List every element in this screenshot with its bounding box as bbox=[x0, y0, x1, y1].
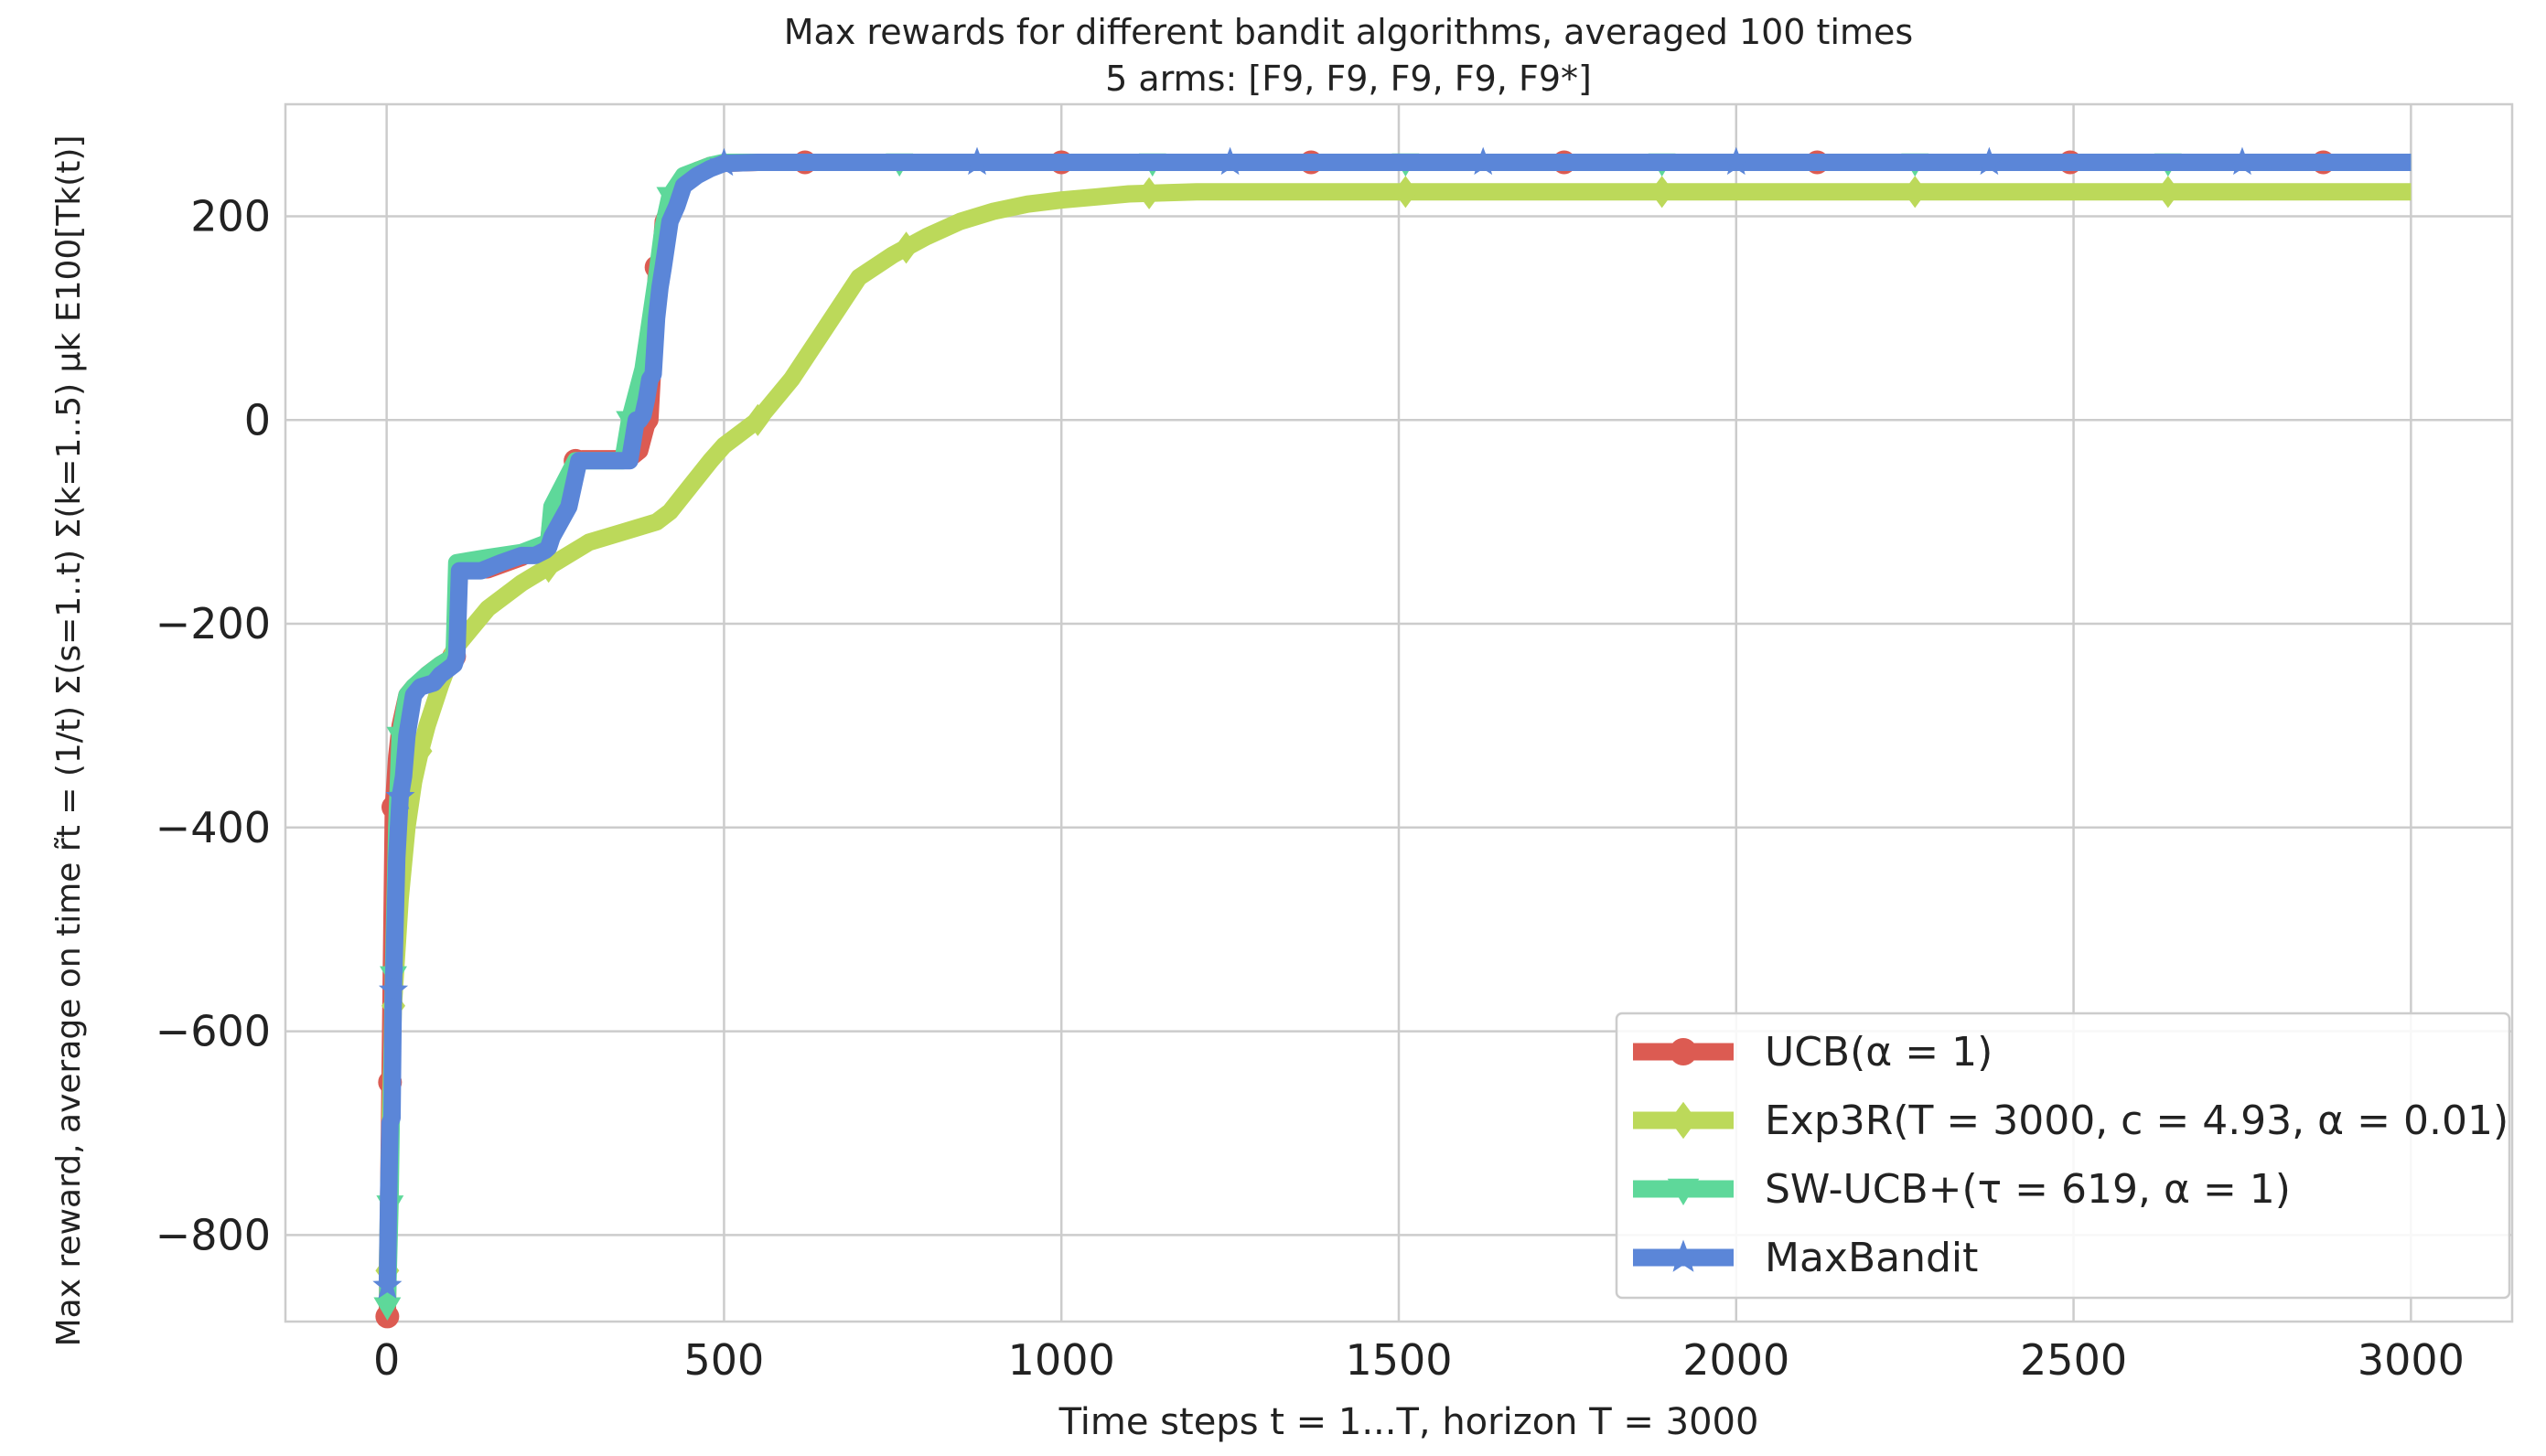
y-tick-label: −600 bbox=[156, 1007, 271, 1056]
legend-label: SW-UCB+(τ = 619, α = 1) bbox=[1765, 1166, 2291, 1213]
x-tick-label: 0 bbox=[373, 1335, 400, 1385]
series-marker bbox=[1137, 177, 1162, 209]
series-marker bbox=[1468, 146, 1499, 176]
legend-label: UCB(α = 1) bbox=[1765, 1029, 1993, 1076]
x-tick-label: 1500 bbox=[1345, 1335, 1452, 1385]
legend-item: UCB(α = 1) bbox=[1633, 1029, 1993, 1076]
series-marker bbox=[1974, 146, 2004, 176]
x-axis-label: Time steps t = 1...T, horizon T = 3000 bbox=[1058, 1401, 1759, 1443]
series-marker bbox=[378, 975, 409, 1003]
series-marker bbox=[1649, 176, 1674, 209]
series-marker bbox=[894, 231, 918, 264]
x-tick-label: 2500 bbox=[2020, 1335, 2127, 1385]
series-marker bbox=[385, 781, 415, 810]
legend-box bbox=[1615, 1012, 2511, 1300]
legend: UCB(α = 1) Exp3R(T = 3000, c = 4.93, α = … bbox=[1615, 1012, 2511, 1300]
series-marker bbox=[1721, 146, 1751, 176]
x-tick-label: 2000 bbox=[1682, 1335, 1789, 1385]
legend-swatch-marker bbox=[1666, 1239, 1701, 1272]
series-marker bbox=[1215, 146, 1245, 176]
y-tick-label: −400 bbox=[156, 803, 271, 852]
series-marker bbox=[961, 146, 993, 176]
legend-swatch-marker bbox=[1670, 1101, 1697, 1140]
legend-label: MaxBandit bbox=[1765, 1235, 1978, 1281]
y-axis-label: Max reward, average on time r̃t = (1/t) … bbox=[50, 135, 88, 1347]
series-marker bbox=[709, 147, 739, 177]
series-marker bbox=[2227, 146, 2258, 176]
x-tick-label: 1000 bbox=[1008, 1335, 1115, 1385]
legend-item: SW-UCB+(τ = 619, α = 1) bbox=[1633, 1166, 2291, 1213]
series-marker bbox=[746, 403, 770, 436]
legend-item: Exp3R(T = 3000, c = 4.93, α = 0.01) bbox=[1633, 1097, 2508, 1144]
series-marker bbox=[2155, 176, 2180, 209]
chart-title: Max rewards for different bandit algorit… bbox=[784, 12, 1913, 52]
tick-labels: 0 500 1000 1500 2000 2500 3000−800−600−400−200… bbox=[156, 192, 2465, 1385]
chart-subtitle: 5 arms: [F9, F9, F9, F9, F9*] bbox=[1105, 59, 1592, 99]
series-line bbox=[378, 154, 2412, 1287]
legend-swatch-marker bbox=[1670, 1038, 1697, 1065]
plot-frame bbox=[284, 102, 2514, 1323]
y-tick-label: 0 bbox=[244, 395, 271, 444]
series-marker bbox=[372, 1270, 403, 1299]
legend-item: MaxBandit bbox=[1633, 1235, 1978, 1281]
y-tick-label: −200 bbox=[156, 599, 271, 648]
legend-label: Exp3R(T = 3000, c = 4.93, α = 0.01) bbox=[1765, 1097, 2508, 1144]
series-layer bbox=[372, 146, 2412, 1329]
series-marker bbox=[1393, 176, 1418, 209]
x-tick-label: 3000 bbox=[2358, 1335, 2465, 1385]
series-3 bbox=[372, 146, 2412, 1299]
series-marker bbox=[1903, 176, 1928, 209]
x-tick-label: 500 bbox=[684, 1335, 765, 1385]
legend-swatch-marker bbox=[1667, 1178, 1700, 1205]
y-tick-label: −800 bbox=[156, 1210, 271, 1259]
y-tick-label: 200 bbox=[190, 192, 271, 241]
series-marker bbox=[373, 1297, 402, 1321]
